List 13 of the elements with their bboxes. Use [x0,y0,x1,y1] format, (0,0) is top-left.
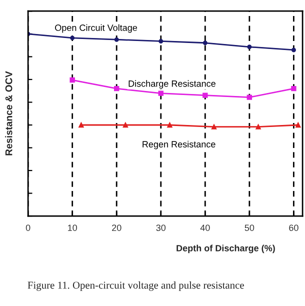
text: Figure 11. Open-circuit voltage and pulse resistance [28,281,244,291]
x-tick-label: 40 [200,224,210,231]
x-tick-label: 50 [244,224,254,231]
x-axis-title: Depth of Discharge (%) [176,244,275,254]
series-label: Regen Resistance [142,140,216,150]
x-tick-label: 30 [156,224,166,231]
y-axis-title: Resistance & OCV [5,71,12,156]
x-tick-label: 60 [289,224,298,231]
x-tick-label: 20 [112,224,122,231]
series-label: Discharge Resistance [128,80,216,89]
series-label: Open Circuit Voltage [55,24,138,33]
x-tick-label: 0 [26,224,30,231]
x-tick-label: 10 [68,224,77,231]
